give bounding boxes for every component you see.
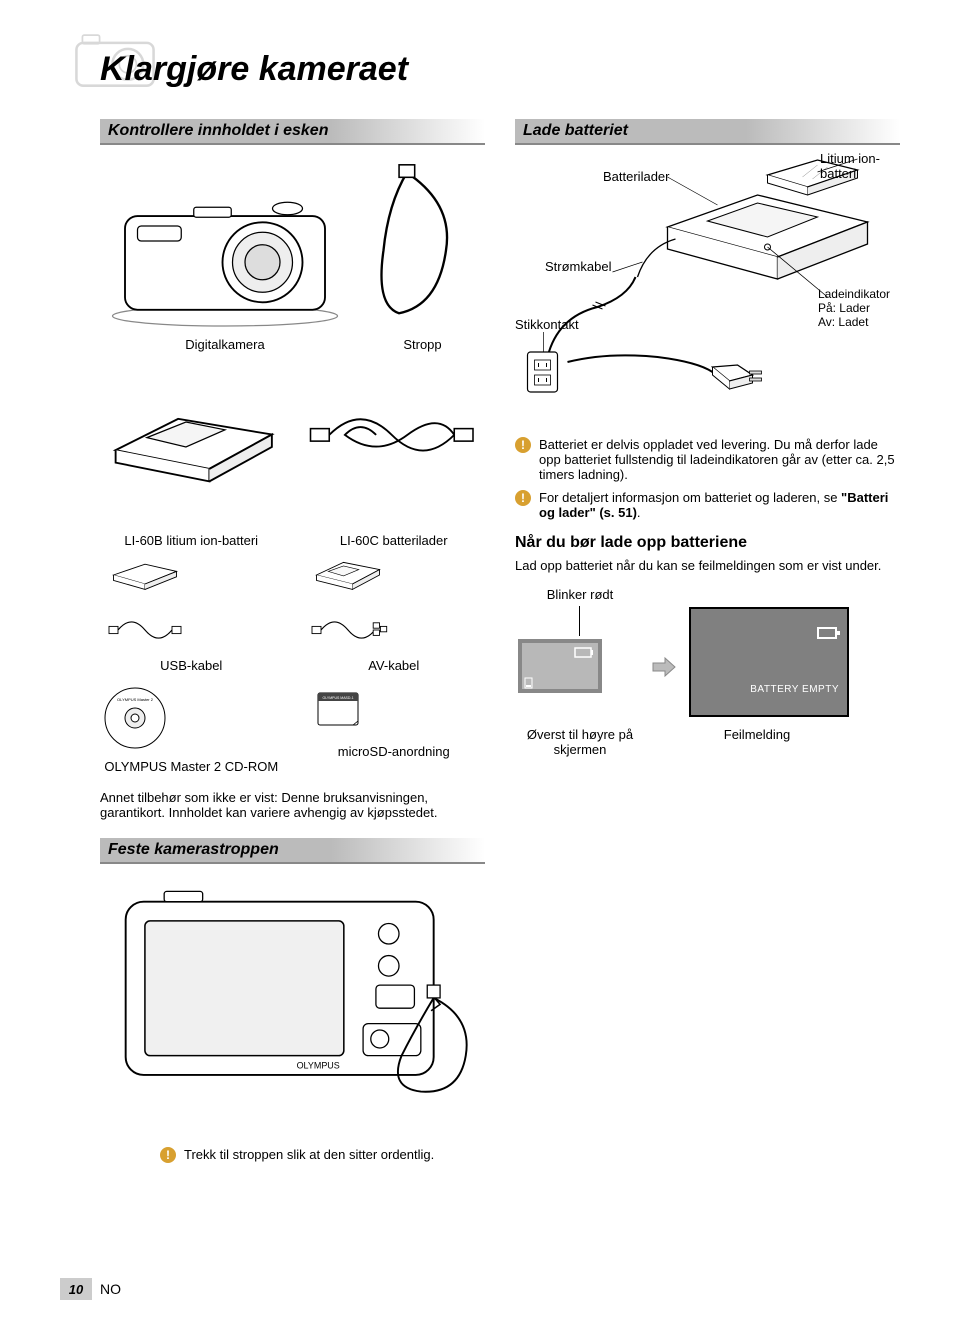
- svg-text:OLYMPUS: OLYMPUS: [297, 1061, 340, 1071]
- stikkontakt-callout: Stikkontakt: [515, 317, 579, 332]
- feilmelding-label: Feilmelding: [677, 727, 837, 757]
- microsd-illustration: OLYMPUS MASD-1: [303, 683, 373, 738]
- usb-cable-illustration: [100, 603, 190, 653]
- strap-illustration: [360, 157, 485, 329]
- av-label: AV-kabel: [303, 658, 486, 673]
- note-icon: !: [515, 490, 531, 506]
- section-charge-title: Lade batteriet: [515, 119, 900, 145]
- note2-text: For detaljert informasjon om batteriet o…: [539, 490, 900, 520]
- av-cable-illustration: [303, 603, 393, 653]
- li60b-label: LI-60B litium ion-batteri: [100, 533, 283, 548]
- litium-callout: Litium ion-batteri: [820, 151, 900, 181]
- svg-text:OLYMPUS Master 2: OLYMPUS Master 2: [117, 697, 154, 702]
- chapter-title: Klargjøre kameraet: [100, 50, 900, 89]
- microsd-label: microSD-anordning: [303, 744, 486, 759]
- cdrom-illustration: OLYMPUS Master 2: [100, 683, 170, 753]
- blinker-rodt-label: Blinker rødt: [515, 587, 645, 602]
- charge-body: Lad opp batteriet når du kan se feilmeld…: [515, 558, 900, 573]
- stropp-label: Stropp: [360, 337, 485, 352]
- charger2-illustration: [303, 548, 393, 593]
- digitalkamera-label: Digitalkamera: [100, 337, 350, 352]
- li60c-label: LI-60C batterilader: [303, 533, 486, 548]
- screen-corner-illustration: [515, 636, 605, 696]
- section-strap-title: Feste kamerastroppen: [100, 838, 485, 864]
- charger-small-illustration: [100, 372, 288, 497]
- charge-heading: Når du bør lade opp batteriene: [515, 534, 900, 552]
- stromkabel-callout: Strømkabel: [545, 259, 611, 274]
- camera-back-strap-illustration: OLYMPUS: [100, 876, 485, 1107]
- battery-empty-text: BATTERY EMPTY: [750, 684, 839, 695]
- note1-text: Batteriet er delvis oppladet ved leverin…: [539, 437, 900, 482]
- powercable-small-illustration: [298, 388, 486, 482]
- battery-illustration: [100, 548, 190, 593]
- arrow-right-icon: [651, 656, 677, 678]
- master2-label: OLYMPUS Master 2 CD-ROM: [100, 759, 283, 774]
- usb-label: USB-kabel: [100, 658, 283, 673]
- note-icon: !: [515, 437, 531, 453]
- other-accessories-note: Annet tilbehør som ikke er vist: Denne b…: [100, 790, 485, 820]
- svg-text:OLYMPUS MASD-1: OLYMPUS MASD-1: [322, 696, 353, 700]
- lang-code: NO: [100, 1281, 121, 1297]
- note-icon: !: [160, 1147, 176, 1163]
- camera-screen-mock: BATTERY EMPTY: [689, 607, 849, 717]
- batterilader-callout: Batterilader: [603, 169, 669, 184]
- page-number: 10: [60, 1278, 92, 1300]
- strap-note: Trekk til stroppen slik at den sitter or…: [184, 1147, 434, 1163]
- ladeindikator-callout: Ladeindikator På: Lader Av: Ladet: [818, 287, 890, 329]
- overst-label: Øverst til høyre på skjermen: [515, 727, 645, 757]
- battery-empty-icon: [817, 627, 837, 639]
- section-contents-title: Kontrollere innholdet i esken: [100, 119, 485, 145]
- camera-illustration: [100, 191, 350, 329]
